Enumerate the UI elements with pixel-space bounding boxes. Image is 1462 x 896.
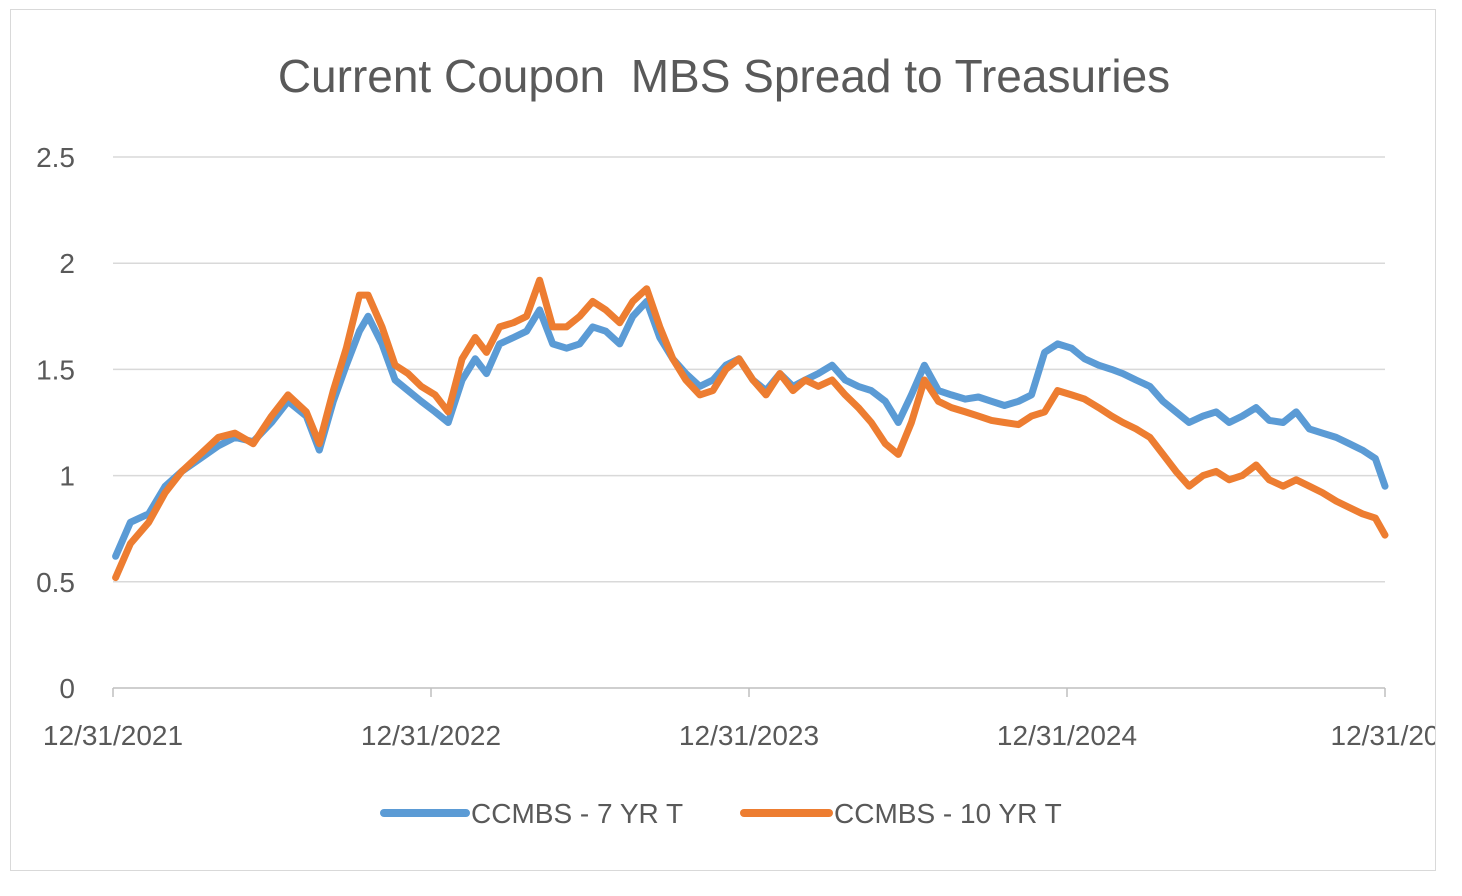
y-axis: 0 0.5 1 1.5 2 2.5 xyxy=(36,142,75,704)
x-tick-label: 12/31/2024 xyxy=(997,720,1137,751)
y-tick-label: 0.5 xyxy=(36,567,75,598)
legend: CCMBS - 7 YR T CCMBS - 10 YR T xyxy=(380,798,1062,829)
chart-area: Current Coupon MBS Spread to Treasuries … xyxy=(10,9,1436,871)
x-tick-label: 12/31/2021 xyxy=(43,720,183,751)
x-tick-label: 12/31/2022 xyxy=(361,720,501,751)
y-tick-label: 0 xyxy=(59,673,75,704)
series-line-1 xyxy=(112,297,1389,560)
legend-label: CCMBS - 7 YR T xyxy=(471,798,683,829)
legend-label: CCMBS - 10 YR T xyxy=(834,798,1062,829)
x-tick-label: 12/31/20 xyxy=(1331,720,1437,751)
chart-title: Current Coupon MBS Spread to Treasuries xyxy=(278,50,1170,102)
x-axis: 12/31/2021 12/31/2022 12/31/2023 12/31/2024… xyxy=(43,687,1437,751)
y-tick-label: 1.5 xyxy=(36,354,75,385)
series-lines xyxy=(112,276,1389,582)
y-tick-label: 2.5 xyxy=(36,142,75,173)
y-tick-label: 1 xyxy=(59,461,75,492)
y-tick-label: 2 xyxy=(59,248,75,279)
x-tick-label: 12/31/2023 xyxy=(679,720,819,751)
series-line-2 xyxy=(112,276,1389,582)
chart-svg: Current Coupon MBS Spread to Treasuries … xyxy=(36,50,1437,829)
